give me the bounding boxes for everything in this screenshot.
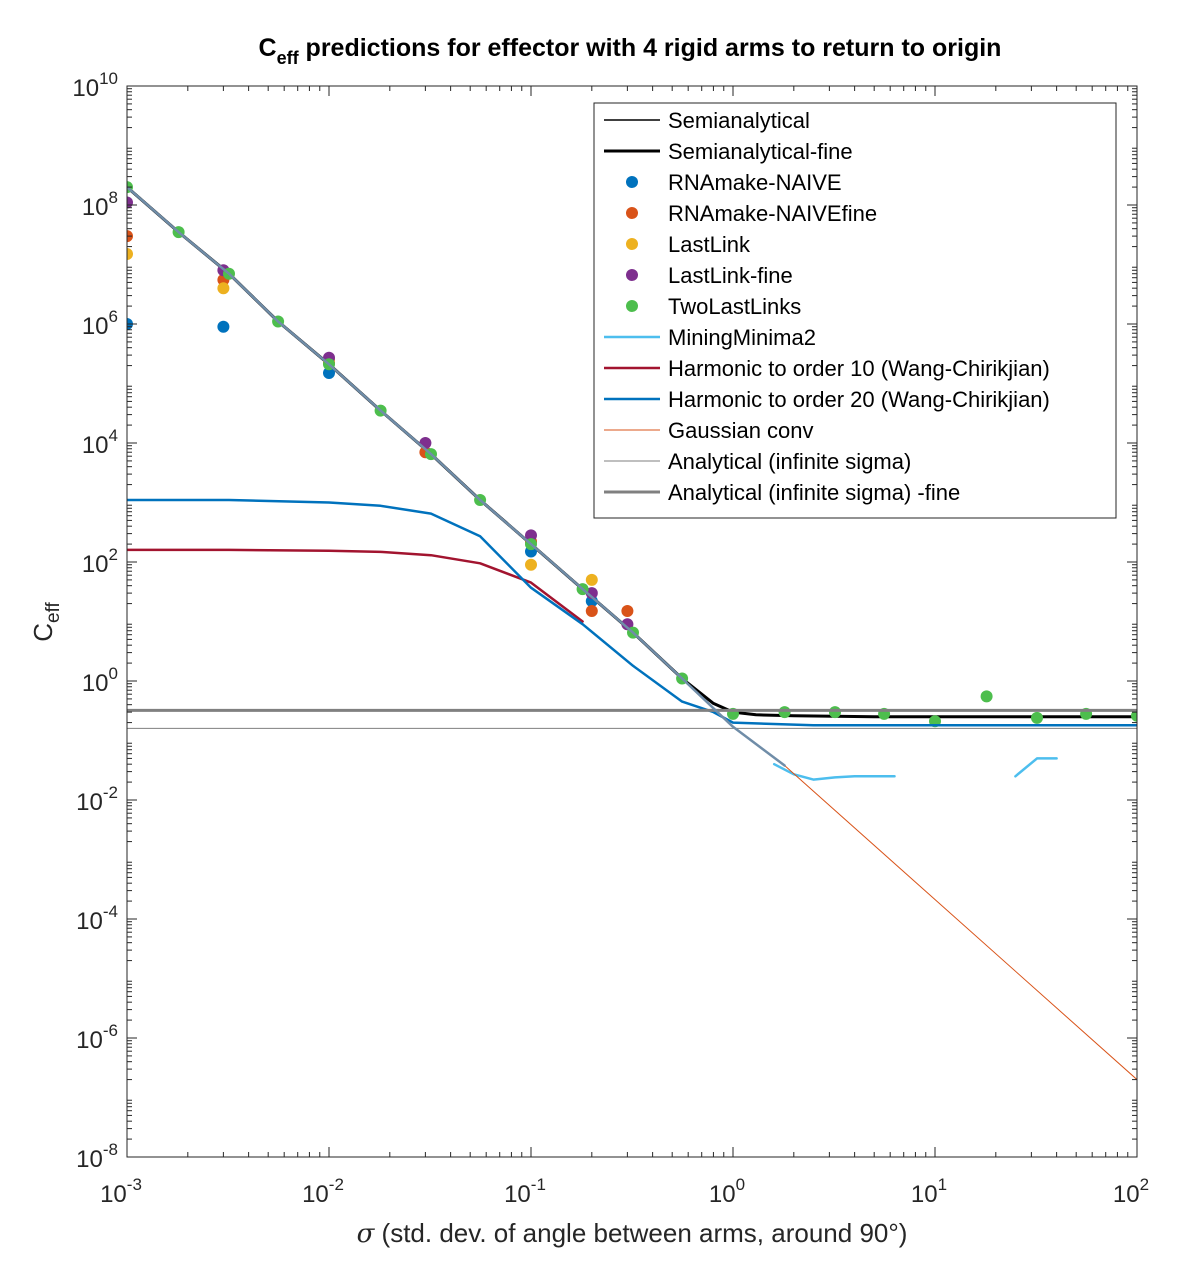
data-point-lastlink — [127, 248, 133, 260]
y-tick-label: 104 — [82, 426, 118, 459]
chart-title: Ceff predictions for effector with 4 rig… — [259, 34, 1002, 68]
legend-label-gaussian-conv: Gaussian conv — [668, 418, 814, 443]
y-tick-label: 10-4 — [76, 902, 118, 935]
legend-swatch-rnamake-naivefine — [626, 207, 638, 219]
x-axis-label: σ (std. dev. of angle between arms, arou… — [357, 1218, 908, 1249]
x-tick-label: 101 — [911, 1175, 947, 1208]
y-tick-label: 100 — [82, 664, 118, 697]
series-line-harmonic-to-order-20-wang-chirikjian — [127, 498, 1137, 727]
y-tick-label: 102 — [82, 545, 118, 578]
series-line-series-13 — [127, 185, 786, 767]
legend: Semianalytical Semianalytical-fine RNAmake… — [593, 102, 1117, 519]
legend-box — [593, 102, 1117, 519]
series-line-miningminima2-0 — [772, 762, 896, 781]
x-tick-label: 10-1 — [504, 1175, 546, 1208]
data-point-lastlink — [525, 558, 537, 571]
y-tick-label: 10-2 — [76, 783, 118, 816]
legend-label-twolastlinks: TwoLastLinks — [668, 294, 801, 319]
data-point-twolastlinks — [829, 706, 841, 719]
y-tick-label: 1010 — [72, 69, 118, 102]
data-point-rnamake-naivefine — [621, 605, 634, 617]
data-point-twolastlinks — [1031, 711, 1043, 724]
y-tick-label: 108 — [82, 188, 118, 221]
y-tick-label: 10-6 — [76, 1021, 118, 1054]
legend-label-miningminima2: MiningMinima2 — [668, 325, 816, 350]
svg-text:Ceff: Ceff — [28, 601, 64, 641]
data-point-lastlink — [585, 573, 598, 586]
data-point-twolastlinks — [1131, 709, 1137, 722]
legend-swatch-lastlink-fine — [626, 269, 638, 281]
x-tick-label: 10-2 — [302, 1175, 344, 1208]
data-point-twolastlinks — [778, 706, 791, 719]
legend-label-harmonic-to-order-20-wang-chirikjian: Harmonic to order 20 (Wang-Chirikjian) — [668, 387, 1050, 412]
legend-swatch-twolastlinks — [626, 300, 638, 312]
data-point-lastlink-fine — [525, 529, 537, 542]
data-point-rnamake-naive — [217, 320, 230, 333]
axes-box — [126, 85, 1138, 1158]
legend-label-analytical-infinite-sigma-fine: Analytical (infinite sigma) -fine — [668, 480, 960, 505]
legend-swatch-rnamake-naive — [626, 176, 638, 188]
legend-label-semianalytical-fine: Semianalytical-fine — [668, 139, 853, 164]
legend-label-rnamake-naivefine: RNAmake-NAIVEfine — [668, 201, 877, 226]
y-tick-label: 10-8 — [76, 1140, 118, 1173]
legend-label-lastlink: LastLink — [668, 232, 751, 257]
y-tick-label: 106 — [82, 307, 118, 340]
x-tick-label: 10-3 — [100, 1175, 142, 1208]
legend-label-semianalytical: Semianalytical — [668, 108, 810, 133]
y-axis-label: Ceff — [28, 601, 64, 641]
legend-swatch-lastlink — [626, 238, 638, 250]
legend-label-rnamake-naive: RNAmake-NAIVE — [668, 170, 842, 195]
x-tick-label: 102 — [1113, 1175, 1149, 1208]
data-point-lastlink — [217, 282, 230, 295]
legend-label-analytical-infinite-sigma: Analytical (infinite sigma) — [668, 449, 911, 474]
data-point-twolastlinks — [980, 690, 993, 703]
series-line-miningminima2-1 — [1014, 757, 1058, 778]
data-point-rnamake-naivefine — [585, 605, 598, 617]
series-layer — [127, 181, 1137, 1081]
axes-layer: 10-3 10-2 10-1 100 101 102 10-8 10-6 10-4 10-2 100… — [72, 69, 1149, 1208]
legend-label-harmonic-to-order-10-wang-chirikjian: Harmonic to order 10 (Wang-Chirikjian) — [668, 356, 1050, 381]
legend-label-lastlink-fine: LastLink-fine — [668, 263, 793, 288]
data-point-rnamake-naive — [323, 367, 335, 379]
x-tick-label: 100 — [709, 1175, 745, 1208]
